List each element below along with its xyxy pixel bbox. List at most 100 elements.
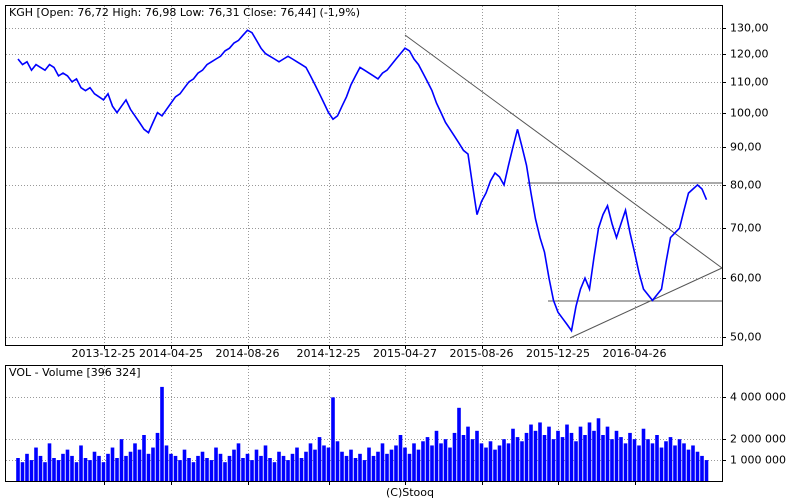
volume-bar [538,422,542,481]
volume-bar [700,455,704,481]
volume-bar [146,453,151,481]
volume-bar [133,443,137,481]
volume-bar [574,441,578,481]
volume-bar [290,453,295,481]
volume-bar [151,447,155,481]
volume-bar [524,432,529,481]
volume-bar [326,447,331,481]
volume-bar [295,447,299,481]
volume-bar [673,445,677,481]
volume-bar [475,430,479,481]
volume-bar [439,443,443,481]
volume-bar [205,458,209,481]
y-tick-label: 4 000 000 [730,391,786,404]
volume-bar [65,449,70,481]
volume-bar [56,460,61,481]
volume-bar [412,443,416,481]
volume-bar [245,453,250,481]
volume-bar [619,437,623,481]
volume-bar [457,407,461,481]
volume-bar [511,428,515,481]
volume-bar [38,455,43,481]
volume-bar [583,435,587,481]
volume-panel [5,365,723,482]
volume-bar [682,443,686,481]
volume-bar [344,455,349,481]
volume-bar [79,445,83,481]
volume-bar [605,426,610,481]
volume-bar [317,437,322,481]
trend-line [569,267,723,339]
volume-bar [227,455,232,481]
volume-bar [286,460,290,481]
price-title: KGH [Open: 76,72 High: 76,98 Low: 76,31 … [9,6,360,19]
volume-bar [349,449,353,481]
volume-bar [367,447,371,481]
volume-bar [646,439,650,481]
volume-bar [488,441,493,481]
volume-bar [335,441,340,481]
volume-bar [448,447,452,481]
volume-bar [650,443,655,481]
volume-bar [137,449,142,481]
volume-bar [196,455,200,481]
volume-bar [542,435,547,481]
volume-bar [169,453,173,481]
volume-bar [547,426,551,481]
volume-bar [398,435,403,481]
volume-bar [250,460,254,481]
volume-bar [434,430,439,481]
volume-bar [299,458,304,481]
price-panel [5,5,723,346]
x-tick-label: 2014-04-25 [139,347,203,360]
volume-bar [704,460,709,481]
volume-bar [506,443,511,481]
volume-bar [119,439,124,481]
volume-bar [268,458,272,481]
volume-bar [664,441,668,481]
volume-bar [520,441,524,481]
volume-bar [115,458,119,481]
volume-bar [686,449,691,481]
volume-bar [61,453,65,481]
volume-bar [142,435,146,481]
volume-bar [340,451,344,481]
volume-bar [691,445,695,481]
volume-bar [218,453,223,481]
volume-bar [29,460,34,481]
volume-bar [209,460,214,481]
volume-bar [259,455,263,481]
volume-bar [479,443,484,481]
volume-bar [695,451,700,481]
volume-bar [322,445,326,481]
y-tick-label: 1 000 000 [730,454,786,467]
volume-bar [178,460,182,481]
y-tick-label: 50,00 [730,331,762,344]
grid-layer [6,6,722,481]
volume-bar [628,432,632,481]
volume-bar [106,453,110,481]
trend-line [404,34,723,269]
volume-bar [70,455,74,481]
y-tick-label: 100,00 [730,107,769,120]
volume-bar [304,451,308,481]
volume-bar [623,443,628,481]
volume-bar [173,455,178,481]
volume-bar [497,445,502,481]
volume-title: VOL - Volume [396 324] [9,366,141,379]
volume-bar [331,397,335,481]
volume-bar [362,460,367,481]
volume-bar [277,451,281,481]
volume-bar [380,443,385,481]
volume-bar [461,435,466,481]
volume-bar [263,445,268,481]
x-tick-label: 2015-12-25 [526,347,590,360]
volume-bar [25,453,29,481]
volume-bar [407,453,412,481]
volume-bar [241,458,245,481]
volume-bar [493,449,497,481]
volume-bar [232,449,236,481]
volume-bar [610,439,614,481]
volume-bar [128,451,133,481]
